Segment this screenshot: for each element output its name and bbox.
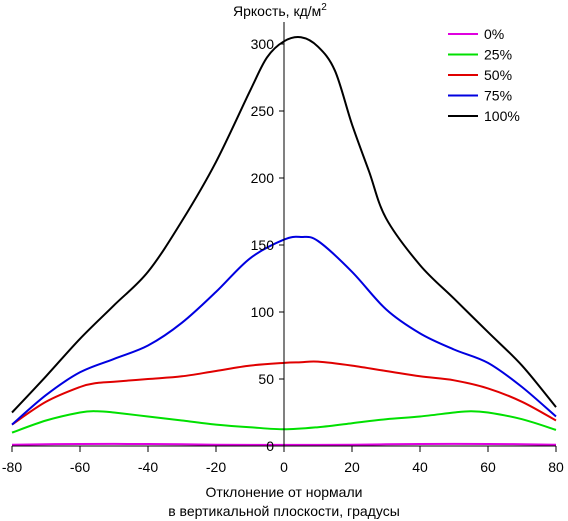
y-tick-label: 100 [251, 304, 275, 320]
x-tick-label: 60 [480, 459, 496, 475]
y-axis-title-superscript: 2 [321, 2, 327, 13]
y-tick-label: 50 [258, 371, 274, 387]
x-tick-label: 80 [548, 459, 564, 475]
y-tick-label: 0 [266, 438, 274, 454]
ticks-layer: -80 -60 -40 -20 0 20 40 60 80 0 50 100 150 200 250 300 [2, 36, 564, 475]
x-tick-label: -40 [138, 459, 158, 475]
legend-label-25-percent: 25% [484, 47, 512, 63]
x-tick-label: 20 [344, 459, 360, 475]
x-tick-label: -20 [206, 459, 226, 475]
axes-layer [12, 22, 556, 447]
x-tick-label: 40 [412, 459, 428, 475]
legend: 0% 25% 50% 75% 100% [448, 26, 520, 124]
x-tick-label: 0 [280, 459, 288, 475]
legend-label-50-percent: 50% [484, 67, 512, 83]
x-axis-title-line1: Отклонение от нормали [206, 484, 363, 500]
legend-label-75-percent: 75% [484, 88, 512, 104]
series-line-100-percent [11, 36, 557, 414]
y-tick-label: 250 [251, 103, 275, 119]
x-axis-title-line2: в вертикальной плоскости, градусы [168, 503, 400, 519]
legend-label-100-percent: 100% [484, 108, 520, 124]
legend-label-0-percent: 0% [484, 26, 504, 42]
series-line-75-percent [11, 235, 557, 426]
y-tick-label: 150 [251, 237, 275, 253]
y-tick-label: 200 [251, 170, 275, 186]
x-tick-label: -60 [70, 459, 90, 475]
y-axis-title: Яркость, кд/м2 [233, 2, 327, 19]
y-tick-label: 300 [251, 36, 275, 52]
x-tick-label: -80 [2, 459, 22, 475]
